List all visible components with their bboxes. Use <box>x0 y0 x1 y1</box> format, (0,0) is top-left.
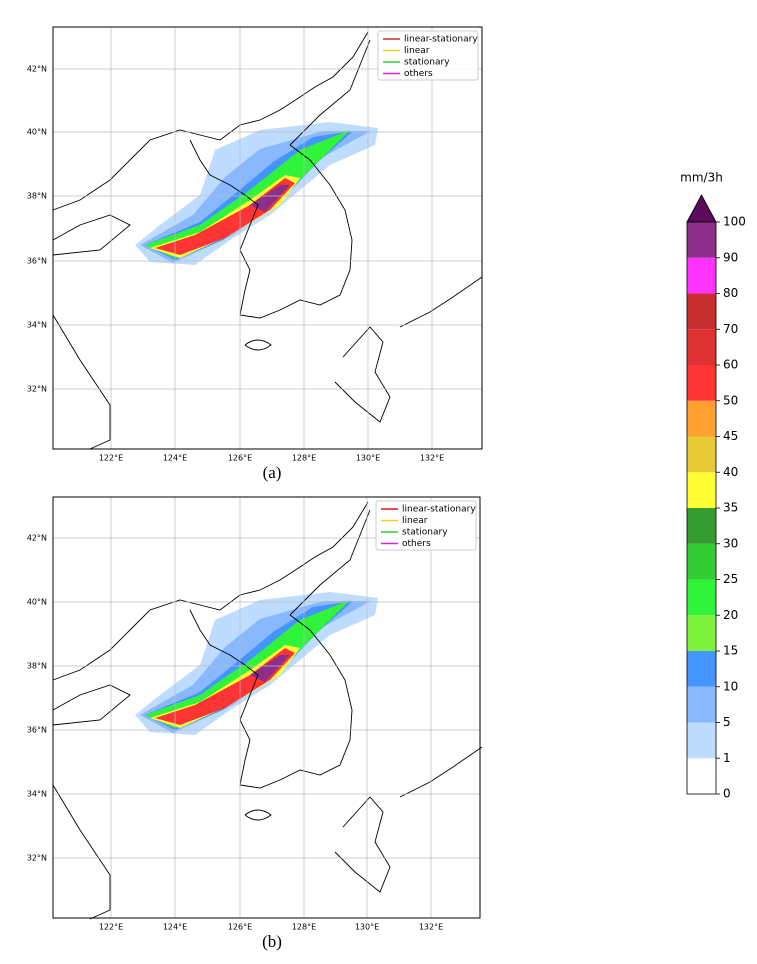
map-panel: 42°N 40°N 38°N 36°N 34°N 32°N 122°E 124°E 126°E 1… <box>27 496 483 951</box>
panel-label: (a) <box>263 463 282 482</box>
precip-area <box>250 185 290 212</box>
legend-label: others <box>402 539 431 549</box>
colorbar-label: 35 <box>723 501 738 515</box>
lon-label: 132°E <box>420 454 444 463</box>
colorbar-segment <box>687 579 716 616</box>
lon-label: 126°E <box>228 923 252 932</box>
panel-label: (b) <box>262 932 282 951</box>
colorbar-label: 50 <box>723 393 738 407</box>
lat-label: 32°N <box>27 385 47 394</box>
legend-box <box>377 30 479 81</box>
lon-label: 122°E <box>99 454 123 463</box>
lon-label: 128°E <box>292 923 316 932</box>
lat-label: 38°N <box>27 662 47 671</box>
map-panel: 42°N 40°N 38°N 36°N 34°N 32°N 122°E 124°E 126°E 1… <box>27 26 483 482</box>
colorbar-label: 100 <box>723 215 746 229</box>
colorbar-segment <box>687 722 716 759</box>
precip-area <box>145 130 350 258</box>
coastline <box>52 314 111 450</box>
colorbar-segment <box>687 651 716 687</box>
legend-label: others <box>404 69 433 79</box>
colorbar-extend <box>686 194 717 223</box>
colorbar-label: 5 <box>723 715 731 729</box>
colorbar-segment <box>687 365 716 401</box>
colorbar-label: 25 <box>723 572 738 586</box>
legend-label: stationary <box>402 528 448 538</box>
legend-label: linear-stationary <box>402 505 476 515</box>
map-frame <box>52 26 483 450</box>
coastline <box>244 809 272 821</box>
lat-label: 36°N <box>27 726 47 735</box>
lat-label: 32°N <box>27 854 47 863</box>
lat-label: 42°N <box>27 65 47 74</box>
coastline <box>52 214 131 256</box>
legend-box <box>375 500 477 551</box>
lat-label: 42°N <box>27 534 47 543</box>
colorbar-label: 45 <box>723 429 738 443</box>
legend-label: linear <box>402 516 428 526</box>
colorbar-label: 0 <box>723 787 731 801</box>
colorbar-label: 20 <box>723 608 738 622</box>
coastline <box>52 31 369 211</box>
colorbar-segment <box>687 508 716 544</box>
lat-label: 34°N <box>27 790 47 799</box>
colorbar-label: 70 <box>723 322 738 336</box>
colorbar-title: mm/3h <box>680 171 723 185</box>
coastline <box>399 276 483 328</box>
colorbar-segment <box>687 222 716 258</box>
colorbar-segment <box>687 686 716 723</box>
legend-label: linear-stationary <box>404 35 478 45</box>
coastline <box>334 326 391 423</box>
lat-label: 40°N <box>27 598 47 607</box>
coastline <box>289 509 371 616</box>
map-frame <box>52 496 481 919</box>
colorbar-segment <box>687 615 716 651</box>
colorbar-segment <box>687 758 716 794</box>
coastline <box>52 501 369 681</box>
colorbar-segment <box>687 436 716 473</box>
colorbar-label: 15 <box>723 644 738 658</box>
coastline <box>189 139 353 319</box>
lat-label: 38°N <box>27 192 47 201</box>
lat-label: 34°N <box>27 321 47 330</box>
colorbar-segment <box>687 257 716 294</box>
coastline <box>334 796 391 893</box>
colorbar-segment <box>687 329 716 365</box>
lon-label: 128°E <box>292 454 316 463</box>
lon-label: 132°E <box>419 923 443 932</box>
lon-label: 130°E <box>356 454 380 463</box>
colorbar-segment <box>687 400 716 437</box>
colorbar-label: 40 <box>723 465 738 479</box>
lat-label: 40°N <box>27 128 47 137</box>
coastline <box>289 39 371 146</box>
coastline <box>189 609 353 789</box>
lat-label: 36°N <box>27 257 47 266</box>
lon-label: 124°E <box>163 454 187 463</box>
coastline <box>52 784 111 920</box>
coastline <box>52 684 131 726</box>
colorbar-segment <box>687 472 716 508</box>
legend-label: stationary <box>404 58 450 68</box>
colorbar-label: 10 <box>723 679 738 693</box>
colorbar-segment <box>687 543 716 580</box>
colorbar-label: 1 <box>723 751 731 765</box>
legend-label: linear <box>404 46 430 56</box>
lon-label: 130°E <box>355 923 379 932</box>
lon-label: 124°E <box>163 923 187 932</box>
colorbar-label: 60 <box>723 358 738 372</box>
coastline <box>244 339 272 351</box>
precip-area <box>250 655 290 682</box>
colorbar-label: 30 <box>723 536 738 550</box>
precip-area <box>145 600 350 728</box>
colorbar-label: 80 <box>723 286 738 300</box>
coastline <box>399 746 483 798</box>
lon-label: 122°E <box>99 923 123 932</box>
colorbar-label: 90 <box>723 250 738 264</box>
lon-label: 126°E <box>228 454 252 463</box>
colorbar-segment <box>687 293 716 330</box>
